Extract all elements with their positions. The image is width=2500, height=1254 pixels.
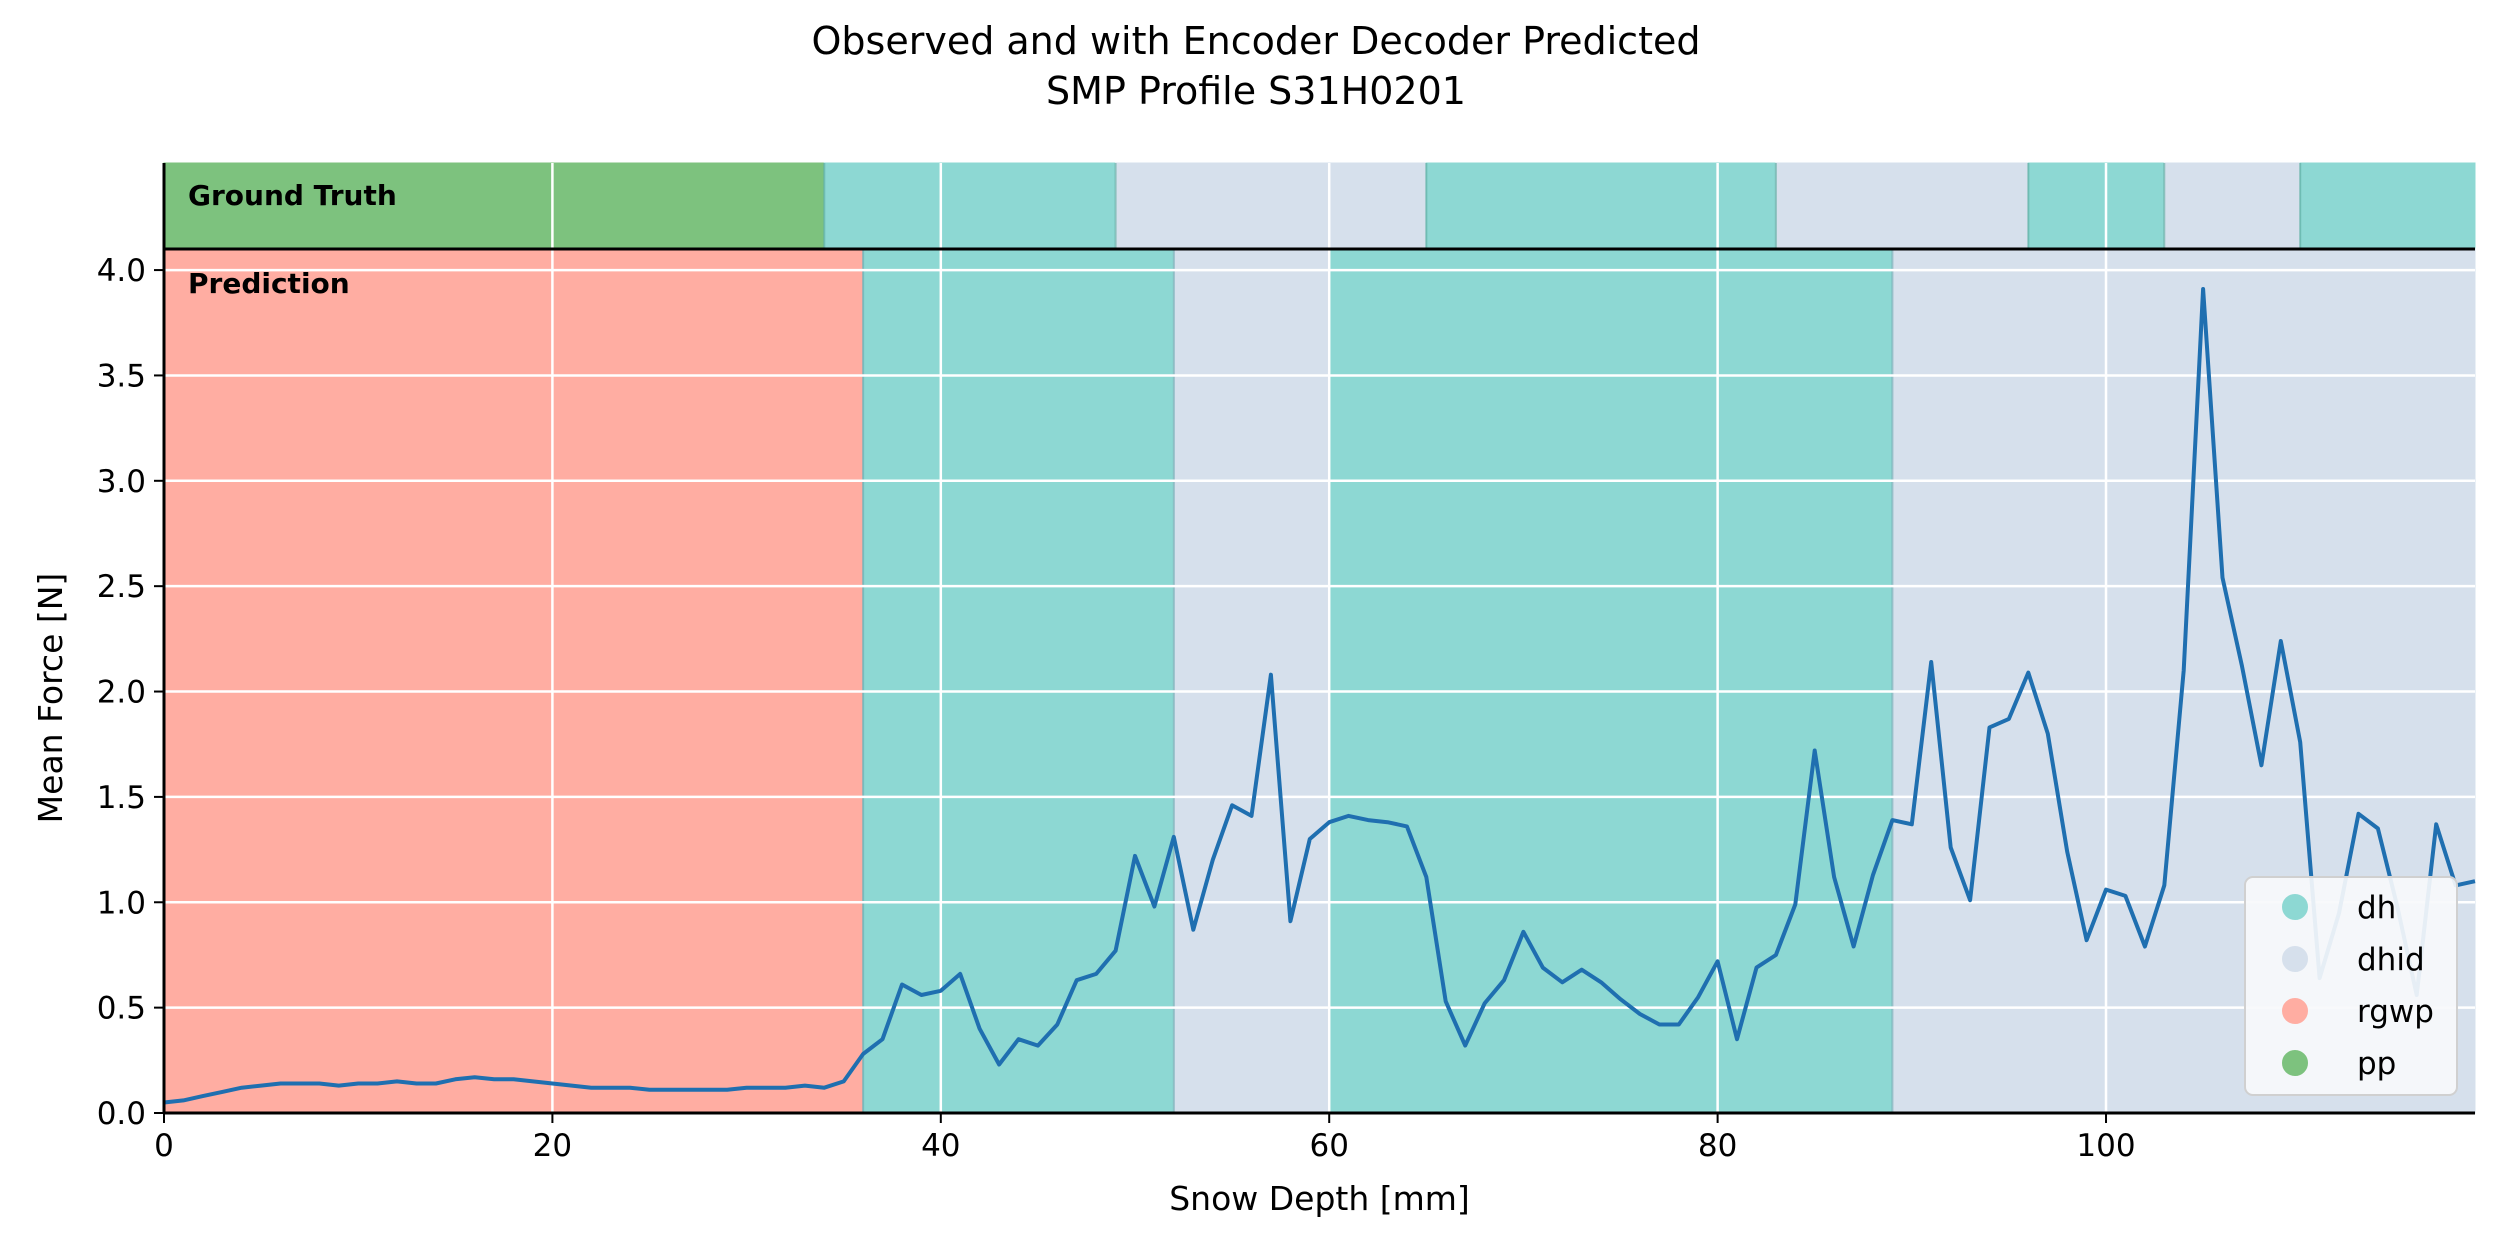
y-tick-label: 0.5 [97,991,146,1027]
ground-truth-segment [1775,162,2029,250]
x-tick-label: 0 [154,1128,174,1164]
chart-title-line: Observed and with Encoder Decoder Predic… [812,19,1701,63]
legend-label: pp [2357,1046,2396,1082]
ground-truth-segment [2163,162,2301,250]
y-tick-label: 1.5 [97,780,146,816]
x-axis-label: Snow Depth [mm] [1169,1179,1470,1218]
x-tick-label: 80 [1698,1128,1737,1164]
ground-truth-segment [163,162,825,250]
chart-title-line: SMP Profile S31H0201 [1046,69,1466,113]
y-tick-label: 0.0 [97,1096,146,1132]
ground-truth-segment [2299,162,2476,250]
legend-label: rgwp [2357,994,2434,1030]
y-tick-label: 3.0 [97,464,146,500]
chart-title: Observed and with Encoder Decoder Predic… [812,19,1701,113]
y-axis-label: Mean Force [N] [31,573,70,824]
ground-truth-segment [2027,162,2165,250]
x-tick-label: 20 [533,1128,572,1164]
y-tick-label: 2.5 [97,569,146,605]
series-group [163,287,2476,1105]
legend: dh dhid rgwp pp [2244,876,2458,1096]
x-tick-label: 60 [1309,1128,1348,1164]
y-tick-label: 2.0 [97,675,146,711]
legend-box [2244,876,2458,1096]
legend-marker [2282,1050,2308,1076]
prediction-segment [163,248,864,1114]
ground-truth-segment [823,162,1117,250]
prediction-band: Prediction [163,248,2476,1114]
prediction-segment [862,248,1175,1114]
axes: 0 20 40 60 80 100 0.0 0.5 1.0 1.5 2.0 2.5 3.0 3.5 4.0 S… [31,163,2475,1218]
legend-label: dh [2357,890,2396,926]
legend-marker [2282,894,2308,920]
ground-truth-segment [1425,162,1777,250]
y-tick-label: 3.5 [97,358,146,394]
y-tick-label: 1.0 [97,885,146,921]
legend-label: dhid [2357,942,2425,978]
ground-truth-band: Ground Truth [163,162,2476,250]
legend-marker [2282,946,2308,972]
prediction-label: Prediction [188,267,350,300]
prediction-segment [1328,248,1893,1114]
ground-truth-label: Ground Truth [188,179,397,212]
legend-marker [2282,998,2308,1024]
series-line [163,287,2476,1105]
y-tick-label: 4.0 [97,253,146,289]
prediction-segment [1173,248,1330,1114]
x-tick-label: 40 [921,1128,960,1164]
ground-truth-segment [1115,162,1427,250]
x-tick-label: 100 [2076,1128,2135,1164]
